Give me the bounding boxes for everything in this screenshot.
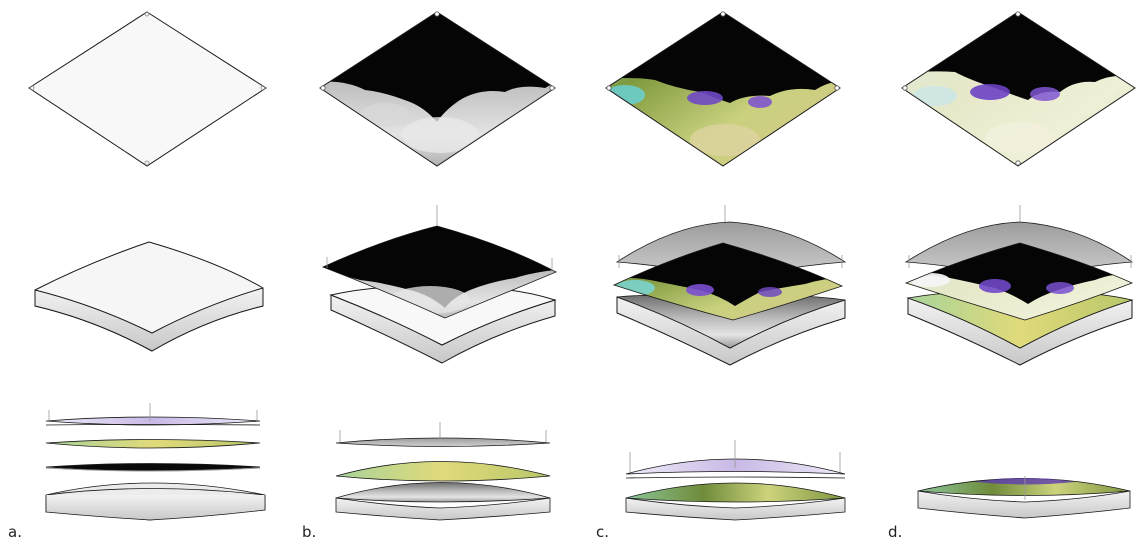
panel-label-a: a. [8,523,22,541]
panel-c-curved-terrain [612,205,847,366]
panel-b [319,11,557,521]
panel-c-exploded-layers [625,440,846,521]
panel-c-flat-terrain [605,11,841,167]
panel-a-exploded-layers [45,403,266,521]
panel-c [605,11,847,521]
panel-a [28,11,267,521]
panel-a-flat-plate [28,11,267,167]
panel-d-flat-terrain [901,11,1136,167]
panel-b-exploded-layers [335,422,551,521]
panel-label-b: b. [302,523,317,541]
panel-label-c: c. [596,523,610,541]
panel-d [901,11,1136,519]
panel-a-curved-shell [34,241,264,352]
panel-d-exploded-layers [917,476,1131,519]
panel-d-curved-terrain [904,205,1134,366]
panel-b-flat-terrain [319,11,556,167]
panel-b-curved-terrain [321,205,557,364]
panel-label-d: d. [888,523,903,541]
